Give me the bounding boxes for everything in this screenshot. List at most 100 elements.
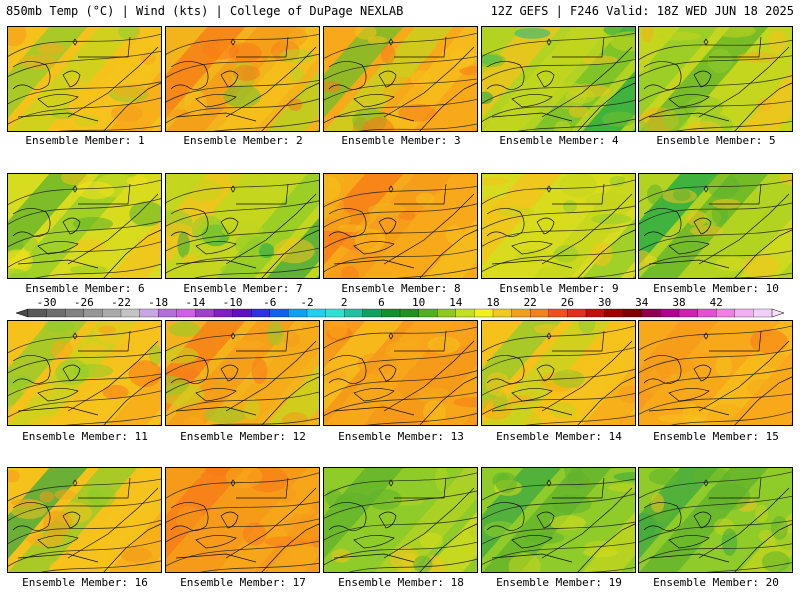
ensemble-member-label: Ensemble Member: 13 [338, 430, 464, 443]
ensemble-member-map [323, 467, 478, 573]
ensemble-member-map [481, 26, 636, 132]
colorbar-swatch [474, 308, 494, 318]
ensemble-member-map [323, 320, 478, 426]
colorbar-swatch [362, 308, 382, 318]
colorbar-swatch [455, 308, 475, 318]
temperature-field-map [482, 321, 635, 425]
colorbar-tick-label: -2 [300, 296, 313, 309]
ensemble-member-map [323, 173, 478, 279]
temperature-field-map [166, 468, 319, 572]
colorbar-min-arrow [15, 308, 29, 318]
temperature-field-map [166, 27, 319, 131]
colorbar-max-arrow [771, 308, 785, 318]
colorbar-tick-label: 42 [710, 296, 723, 309]
ensemble-member-label: Ensemble Member: 12 [180, 430, 306, 443]
colorbar-tick-label: -22 [111, 296, 131, 309]
ensemble-member-label: Ensemble Member: 11 [22, 430, 148, 443]
ensemble-member-map [165, 320, 320, 426]
colorbar-swatch [623, 308, 643, 318]
colorbar-swatch [660, 308, 680, 318]
colorbar-swatch [306, 308, 327, 318]
colorbar-swatch [65, 308, 85, 318]
colorbar-swatch [195, 308, 215, 318]
colorbar-swatch [641, 308, 661, 318]
colorbar-swatch [716, 308, 736, 318]
colorbar-tick-label: 34 [635, 296, 649, 309]
colorbar-swatch [46, 308, 66, 318]
ensemble-member-map [638, 173, 793, 279]
colorbar-tick-label: -30 [37, 296, 57, 309]
colorbar-swatch [437, 308, 457, 318]
colorbar-tick-label: 38 [672, 296, 685, 309]
colorbar-swatch [232, 308, 252, 318]
ensemble-member-map [638, 467, 793, 573]
colorbar-tick-label: 14 [449, 296, 463, 309]
ensemble-member-label: Ensemble Member: 4 [499, 134, 619, 147]
colorbar-swatch [492, 308, 513, 318]
colorbar-tick-label: 22 [524, 296, 537, 309]
colorbar-tick-label: 26 [561, 296, 574, 309]
colorbar-tick-label: 10 [412, 296, 425, 309]
colorbar-tick-label: -14 [185, 296, 205, 309]
ensemble-member-label: Ensemble Member: 2 [183, 134, 303, 147]
header-valid-time: 12Z GEFS | F246 Valid: 18Z WED JUN 18 20… [490, 4, 794, 18]
colorbar-swatch [567, 308, 587, 318]
ensemble-member-map [323, 26, 478, 132]
colorbar-swatch [548, 308, 568, 318]
ensemble-member-label: Ensemble Member: 19 [496, 576, 622, 589]
ensemble-member-map [638, 320, 793, 426]
temperature-field-map [8, 468, 161, 572]
ensemble-member-map [7, 467, 162, 573]
temperature-field-map [166, 321, 319, 425]
temperature-field-map [639, 468, 792, 572]
ensemble-member-label: Ensemble Member: 14 [496, 430, 622, 443]
temperature-field-map [639, 27, 792, 131]
temperature-colorbar: -30 -26 -22 -18 -14 -10 -6 -2 2 6 10 14 18 22 26 30 34 38… [15, 296, 785, 318]
ensemble-member-map [165, 26, 320, 132]
colorbar-swatch [734, 308, 754, 318]
colorbar-swatch [399, 308, 420, 318]
colorbar-swatch [251, 308, 271, 318]
ensemble-member-label: Ensemble Member: 9 [499, 282, 619, 295]
colorbar-tick-label: -10 [223, 296, 243, 309]
ensemble-member-map [165, 173, 320, 279]
temperature-field-map [166, 174, 319, 278]
colorbar-swatch [27, 308, 48, 318]
colorbar-swatch [288, 308, 308, 318]
ensemble-member-label: Ensemble Member: 10 [653, 282, 779, 295]
colorbar-swatch [753, 308, 773, 318]
colorbar-swatch [511, 308, 531, 318]
colorbar-swatch [176, 308, 196, 318]
colorbar-swatch [344, 308, 364, 318]
ensemble-member-label: Ensemble Member: 6 [25, 282, 145, 295]
ensemble-member-map [7, 173, 162, 279]
colorbar-swatch [381, 308, 401, 318]
temperature-field-map [482, 27, 635, 131]
colorbar-swatch [325, 308, 345, 318]
colorbar-swatch [604, 308, 624, 318]
colorbar-swatch [139, 308, 159, 318]
ensemble-member-label: Ensemble Member: 17 [180, 576, 306, 589]
colorbar-tick-label: 2 [341, 296, 348, 309]
temperature-field-map [639, 174, 792, 278]
colorbar-tick-label: 18 [486, 296, 499, 309]
colorbar-tick-label: -18 [148, 296, 168, 309]
temperature-field-map [324, 174, 477, 278]
header-title: 850mb Temp (°C) | Wind (kts) | College o… [6, 4, 404, 18]
ensemble-member-map [165, 467, 320, 573]
colorbar-swatch [269, 308, 289, 318]
colorbar-tick-label: -26 [74, 296, 94, 309]
temperature-field-map [8, 174, 161, 278]
temperature-field-map [324, 468, 477, 572]
temperature-field-map [482, 174, 635, 278]
ensemble-member-label: Ensemble Member: 15 [653, 430, 779, 443]
colorbar-swatch [120, 308, 141, 318]
ensemble-member-map [7, 320, 162, 426]
colorbar-swatch [678, 308, 699, 318]
ensemble-member-map [481, 320, 636, 426]
colorbar-tick-label: -6 [263, 296, 276, 309]
ensemble-member-map [481, 467, 636, 573]
temperature-field-map [482, 468, 635, 572]
temperature-field-map [8, 321, 161, 425]
ensemble-member-label: Ensemble Member: 16 [22, 576, 148, 589]
